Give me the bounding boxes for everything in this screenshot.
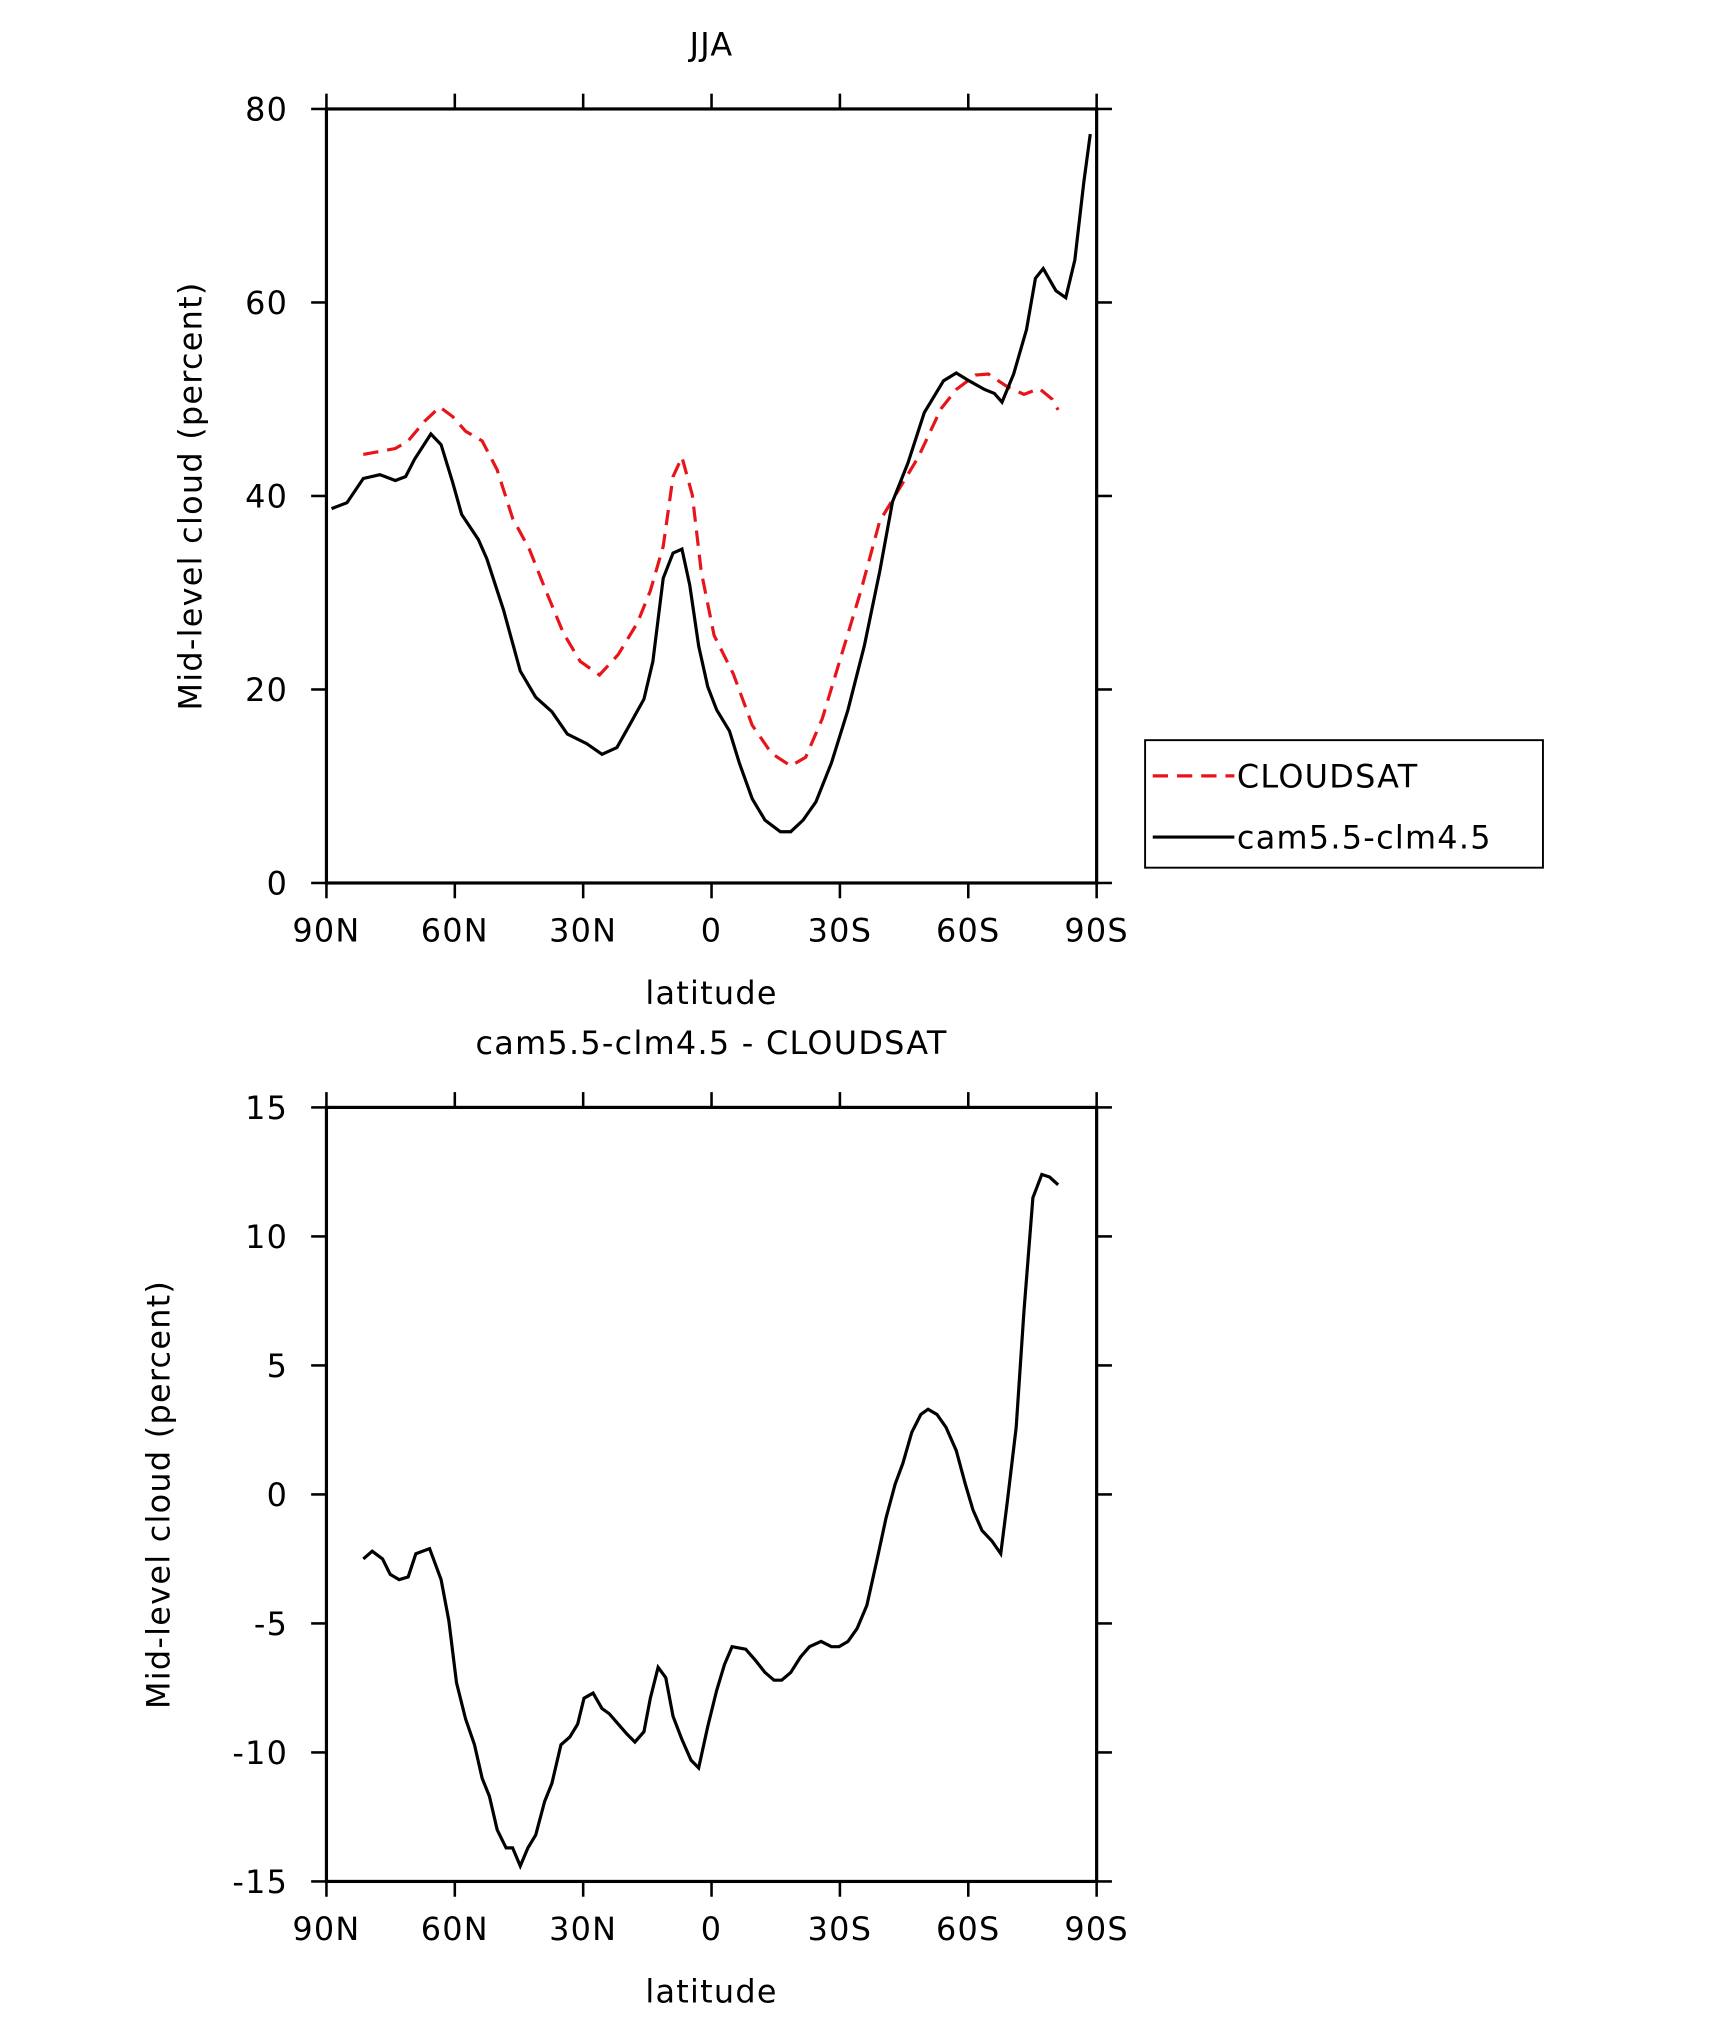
y-tick-label: 80 <box>245 90 288 128</box>
x-tick-label: 90S <box>1064 912 1129 950</box>
x-tick-label: 0 <box>701 1910 723 1948</box>
x-tick-label: 30N <box>549 912 617 950</box>
y-axis-label: Mid-level cloud (percent) <box>171 281 209 710</box>
x-tick-label: 60S <box>936 1910 1001 1948</box>
x-axis-label: latitude <box>645 974 777 1012</box>
x-tick-label: 30S <box>808 912 873 950</box>
y-tick-label: 0 <box>267 1476 289 1514</box>
legend-label: cam5.5-clm4.5 <box>1237 819 1492 857</box>
y-tick-label: -5 <box>254 1605 288 1643</box>
y-axis-label: Mid-level cloud (percent) <box>140 1280 178 1709</box>
chart-title: JJA <box>688 25 734 63</box>
x-tick-label: 90N <box>292 1910 360 1948</box>
y-tick-label: 5 <box>267 1347 289 1385</box>
x-tick-label: 60N <box>421 912 489 950</box>
y-tick-label: -10 <box>232 1734 288 1772</box>
y-tick-label: 10 <box>245 1218 288 1256</box>
x-tick-label: 60N <box>421 1910 489 1948</box>
x-tick-label: 30S <box>808 1910 873 1948</box>
legend-label: CLOUDSAT <box>1237 757 1419 795</box>
x-tick-label: 30N <box>549 1910 617 1948</box>
data-line <box>362 1172 1060 1871</box>
y-tick-label: 20 <box>245 671 288 709</box>
y-tick-label: 40 <box>245 477 288 515</box>
y-tick-label: -15 <box>232 1863 288 1901</box>
y-tick-label: 60 <box>245 284 288 322</box>
y-tick-label: 0 <box>267 864 289 902</box>
plot-frame <box>324 1105 1099 1884</box>
data-line <box>330 133 1092 834</box>
plot-frame <box>324 107 1099 885</box>
x-tick-label: 90S <box>1064 1910 1129 1948</box>
data-line <box>363 372 1060 768</box>
legend-box <box>1144 739 1544 869</box>
x-tick-label: 60S <box>936 912 1001 950</box>
y-tick-label: 15 <box>245 1089 288 1127</box>
chart-title: cam5.5-clm4.5 - CLOUDSAT <box>476 1024 948 1062</box>
x-axis-label: latitude <box>645 1973 777 2011</box>
x-tick-label: 0 <box>701 912 723 950</box>
x-tick-label: 90N <box>292 912 360 950</box>
